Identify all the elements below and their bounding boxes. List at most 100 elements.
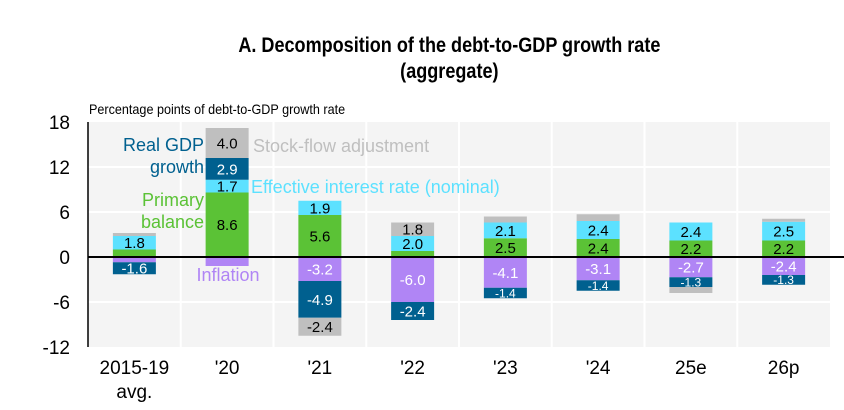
- x-tick-label: 26p: [768, 358, 800, 379]
- bar-segment-primary-balance: [391, 251, 435, 257]
- bar-segment-stock-flow-adjustment: [762, 218, 806, 222]
- data-label: -1.6: [121, 261, 147, 278]
- data-label: 1.8: [124, 235, 145, 252]
- x-tick-label: '20: [215, 358, 240, 379]
- data-label: -2.4: [771, 258, 797, 275]
- y-tick-label: 18: [49, 113, 70, 134]
- data-label: -2.4: [400, 303, 426, 320]
- data-label: 2.1: [495, 223, 516, 240]
- data-label: 4.0: [217, 135, 238, 152]
- bar-segment-real-gdp-growth: [669, 277, 713, 287]
- data-label: 1.8: [402, 222, 423, 239]
- x-tick-label: 2015-19: [100, 358, 170, 379]
- legend-label-real-gdp-growth: Real GDP: [123, 135, 204, 155]
- x-tick-label: 25e: [675, 358, 707, 379]
- bar-segment-real-gdp-growth: [762, 275, 806, 285]
- legend-label-inflation: Inflation: [196, 265, 259, 285]
- y-tick-label: -12: [43, 338, 70, 359]
- y-axis-unit-label: Percentage points of debt-to-GDP growth …: [89, 101, 346, 117]
- bar-segment-inflation: [205, 257, 249, 266]
- legend-label-stock-flow-adjustment: Stock-flow adjustment: [253, 136, 429, 156]
- bar-segment-inflation: [483, 257, 527, 288]
- x-tick-label: '23: [493, 358, 518, 379]
- data-label: 2.4: [588, 222, 609, 239]
- data-label: -4.9: [307, 292, 333, 309]
- bar-segment-stock-flow-adjustment: [576, 214, 620, 221]
- bar-segment-inflation: [762, 257, 806, 275]
- bars: 1.8 -1.6 8.6 1.72.9 4.0 5.6 1.9 -3.2 -4.9 -2.4 2.0…: [112, 128, 806, 336]
- data-label: -1.3: [681, 275, 702, 289]
- bar-segment-effective-interest-rate: [576, 221, 620, 239]
- bar-segment-real-gdp-growth: [298, 281, 342, 318]
- data-label: 2.9: [217, 161, 238, 178]
- data-label: 2.5: [773, 224, 794, 241]
- bar-segment-effective-interest-rate: [762, 221, 806, 241]
- y-tick-labels: -12 -6 0 6 12 18: [43, 113, 70, 359]
- bar-segment-primary-balance: [669, 240, 713, 257]
- x-tick-label: '21: [307, 358, 332, 379]
- data-label: -6.0: [400, 272, 426, 289]
- y-tick-label: -6: [53, 293, 70, 314]
- bar-segment-primary-balance: [298, 215, 342, 257]
- bar-segment-primary-balance: [112, 249, 156, 257]
- data-label: 2.0: [402, 236, 423, 253]
- data-label: -1.3: [773, 273, 794, 287]
- axes: [87, 122, 844, 347]
- bar-segment-effective-interest-rate: [391, 236, 435, 251]
- chart-title: A. Decomposition of the debt-to-GDP grow…: [66, 33, 792, 85]
- legend-label-primary-balance: Primary: [142, 190, 204, 210]
- data-label: 1.7: [217, 179, 238, 196]
- data-label: -2.4: [307, 319, 333, 336]
- data-label: -1.4: [495, 286, 516, 300]
- y-tick-label: 12: [49, 158, 70, 179]
- x-tick-label-line-2: avg.: [116, 382, 152, 403]
- bar-segment-inflation: [576, 257, 620, 281]
- bar-segment-real-gdp-growth: [391, 302, 435, 320]
- chart-title-line-2: (aggregate): [400, 60, 499, 83]
- bar-segment-real-gdp-growth: [576, 280, 620, 291]
- legend-label-primary-balance: balance: [141, 212, 204, 232]
- bar-segment-inflation: [298, 257, 342, 281]
- data-label: 2.2: [773, 241, 794, 258]
- data-label: 2.2: [680, 241, 701, 258]
- bar-segment-effective-interest-rate: [669, 222, 713, 241]
- bar-segment-primary-balance: [205, 192, 249, 257]
- x-tick-label: '22: [400, 358, 425, 379]
- bar-segment-effective-interest-rate: [298, 200, 342, 215]
- legend-label-real-gdp-growth: growth: [150, 157, 204, 177]
- x-tick-label: '24: [586, 358, 611, 379]
- data-label: -3.1: [585, 261, 611, 278]
- data-label: -4.1: [492, 265, 518, 282]
- bar-segment-stock-flow-adjustment: [483, 216, 527, 223]
- chart-title-line-1: A. Decomposition of the debt-to-GDP grow…: [238, 34, 661, 57]
- bar-segment-stock-flow-adjustment: [391, 222, 435, 236]
- data-label: -1.4: [588, 279, 609, 293]
- bar-segment-stock-flow-adjustment: [205, 128, 249, 158]
- bar-segment-real-gdp-growth: [483, 287, 527, 299]
- data-label: 2.4: [680, 224, 701, 241]
- y-tick-label: 0: [59, 248, 70, 269]
- data-label: -2.7: [678, 260, 704, 277]
- bar-segment-real-gdp-growth: [205, 158, 249, 180]
- data-label: -3.2: [307, 261, 333, 278]
- data-label: 2.4: [588, 240, 609, 257]
- bar-segment-stock-flow-adjustment: [669, 287, 713, 293]
- bar-segment-stock-flow-adjustment: [112, 233, 156, 236]
- y-tick-label: 6: [59, 203, 70, 224]
- bar-segment-effective-interest-rate: [112, 236, 156, 250]
- bar-segment-inflation: [391, 257, 435, 302]
- bar-segment-primary-balance: [483, 238, 527, 257]
- bar-segment-effective-interest-rate: [483, 222, 527, 239]
- bar-segment-real-gdp-growth: [112, 262, 156, 275]
- x-tick-labels: 2015-19 avg. '20 '21 '22 '23 '24 25e 26p: [100, 358, 800, 403]
- data-label: 8.6: [217, 217, 238, 234]
- legend-label-effective-interest-rate: Effective interest rate (nominal): [251, 177, 500, 197]
- data-label: 1.9: [309, 200, 330, 217]
- bar-segment-primary-balance: [762, 240, 806, 257]
- bar-segment-inflation: [112, 257, 156, 263]
- data-label: 2.5: [495, 240, 516, 257]
- bar-segment-stock-flow-adjustment: [298, 317, 342, 336]
- bar-segment-inflation: [669, 257, 713, 278]
